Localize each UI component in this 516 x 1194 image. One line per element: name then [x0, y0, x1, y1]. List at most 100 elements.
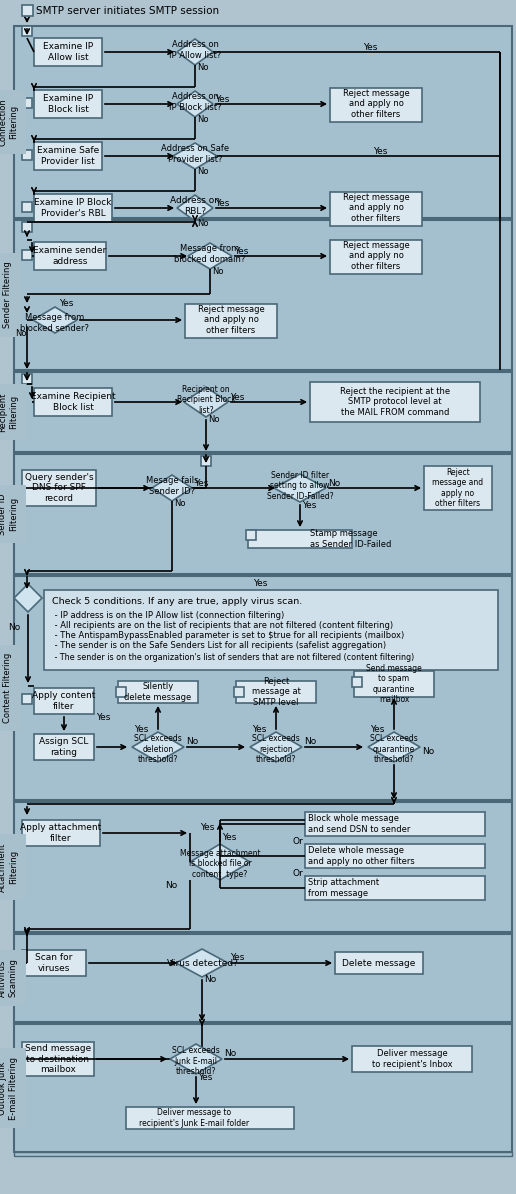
Bar	[14, 454, 512, 574]
Polygon shape	[177, 195, 213, 221]
Text: SCL exceeds
rejection
threshold?: SCL exceeds rejection threshold?	[252, 734, 300, 764]
Text: Reject message
and apply no
other filters: Reject message and apply no other filter…	[343, 241, 409, 271]
Text: Yes: Yes	[200, 823, 214, 831]
Text: Connection
Filtering: Connection Filtering	[0, 98, 18, 146]
Text: Stamp message
as Sender ID-Failed: Stamp message as Sender ID-Failed	[310, 529, 391, 549]
Text: Strip attachment
from message: Strip attachment from message	[308, 879, 379, 898]
Polygon shape	[152, 475, 192, 501]
Bar	[14, 26, 512, 219]
Text: Silently
delete message: Silently delete message	[124, 682, 191, 702]
Polygon shape	[368, 732, 420, 762]
Bar	[335, 952, 423, 974]
Bar	[126, 1107, 294, 1130]
Bar	[34, 388, 112, 416]
Text: Deliver message
to recipient's Inbox: Deliver message to recipient's Inbox	[372, 1050, 453, 1069]
Polygon shape	[184, 387, 228, 417]
Bar	[14, 576, 512, 800]
Bar	[116, 687, 126, 697]
Bar	[330, 240, 422, 273]
Bar	[305, 812, 485, 836]
Text: SCL exceeds
Junk E-mail
threshold?: SCL exceeds Junk E-mail threshold?	[172, 1046, 220, 1076]
Text: - All recipients are on the list of recipients that are not filtered (content fi: - All recipients are on the list of reci…	[52, 622, 393, 630]
Text: Message from
blocked sender?: Message from blocked sender?	[21, 313, 89, 333]
Polygon shape	[33, 307, 77, 333]
Bar	[248, 530, 352, 548]
Text: No: No	[224, 1050, 236, 1059]
Text: Reject message
and apply no
other filters: Reject message and apply no other filter…	[198, 306, 264, 334]
Text: Address on
RBL?: Address on RBL?	[170, 196, 220, 216]
Bar	[34, 142, 102, 170]
Text: No: No	[8, 623, 20, 633]
Text: No: No	[197, 167, 208, 177]
Text: No: No	[204, 975, 216, 985]
Text: Yes: Yes	[253, 579, 267, 589]
Text: Yes: Yes	[230, 393, 245, 401]
Text: Examine Safe
Provider list: Examine Safe Provider list	[37, 147, 99, 166]
Bar	[44, 590, 498, 670]
Text: Outlook Junk
E-mail Filtering: Outlook Junk E-mail Filtering	[0, 1057, 18, 1120]
Text: Attachment
Filtering: Attachment Filtering	[0, 843, 18, 892]
Text: - The sender is on the Safe Senders List for all recipients (safelist aggregatio: - The sender is on the Safe Senders List…	[52, 641, 386, 651]
Bar	[236, 681, 316, 703]
Text: Check 5 conditions. If any are true, apply virus scan.: Check 5 conditions. If any are true, app…	[52, 597, 302, 607]
Text: Examine sender
address: Examine sender address	[34, 246, 107, 266]
Bar	[424, 466, 492, 510]
Polygon shape	[274, 474, 326, 501]
Bar	[22, 250, 32, 260]
Text: Antivirus
Scanning: Antivirus Scanning	[0, 959, 18, 997]
Text: Delete message: Delete message	[342, 959, 416, 967]
Text: Yes: Yes	[215, 94, 230, 104]
Bar	[246, 530, 256, 540]
Text: No: No	[422, 747, 434, 757]
Text: No: No	[328, 479, 340, 487]
Bar	[34, 90, 102, 118]
Text: Sender ID filter
setting to allow
Sender ID-Failed?: Sender ID filter setting to allow Sender…	[267, 472, 333, 501]
Text: Content Filtering: Content Filtering	[4, 653, 12, 724]
Bar	[34, 688, 94, 714]
Bar	[22, 5, 33, 16]
Text: No: No	[186, 738, 198, 746]
Text: Yes: Yes	[363, 43, 377, 51]
Text: Mesage fails
Sender ID?: Mesage fails Sender ID?	[146, 476, 198, 496]
Text: Message from
blocked domain?: Message from blocked domain?	[174, 245, 246, 264]
Text: Yes: Yes	[198, 1072, 213, 1082]
Text: Recipient on
Recipient Block
list?: Recipient on Recipient Block list?	[176, 386, 235, 414]
Bar	[22, 222, 32, 232]
Text: Yes: Yes	[134, 726, 149, 734]
Text: Examine Recipient
Block list: Examine Recipient Block list	[30, 393, 115, 412]
Text: Send message
to destination
mailbox: Send message to destination mailbox	[25, 1044, 91, 1073]
Text: Assign SCL
rating: Assign SCL rating	[39, 738, 89, 757]
Bar	[14, 802, 512, 933]
Text: Or: Or	[293, 869, 303, 879]
Text: Yes: Yes	[59, 300, 73, 308]
Bar	[352, 677, 362, 687]
Text: SCL exceeds
deletion
threshold?: SCL exceeds deletion threshold?	[134, 734, 182, 764]
Text: Address on
IP Allow list?: Address on IP Allow list?	[169, 41, 221, 60]
Text: Reject the recipient at the
SMTP protocol level at
the MAIL FROM command: Reject the recipient at the SMTP protoco…	[340, 387, 450, 417]
Text: No: No	[304, 738, 316, 746]
Bar	[352, 1046, 472, 1072]
Bar	[310, 382, 480, 421]
Text: No: No	[208, 416, 219, 425]
Text: Virus detected?: Virus detected?	[167, 959, 237, 967]
Bar	[34, 734, 94, 761]
Text: Yes: Yes	[373, 147, 387, 155]
Bar	[118, 681, 198, 703]
Polygon shape	[170, 1044, 222, 1073]
Polygon shape	[177, 91, 213, 117]
Text: SMTP server initiates SMTP session: SMTP server initiates SMTP session	[36, 6, 219, 16]
Bar	[34, 242, 106, 270]
Text: - The sender is on the organization's list of senders that are not filtered (con: - The sender is on the organization's li…	[52, 652, 414, 661]
Text: No: No	[197, 116, 208, 124]
Bar	[305, 844, 485, 868]
Bar	[22, 374, 32, 384]
Text: - IP address is on the IP Allow list (connection filtering): - IP address is on the IP Allow list (co…	[52, 611, 284, 621]
Text: SCL exceeds
quarantine
threshold?: SCL exceeds quarantine threshold?	[370, 734, 418, 764]
Bar	[22, 470, 96, 506]
Bar	[22, 950, 86, 975]
Bar	[14, 1024, 512, 1152]
Text: Reject message
and apply no
other filters: Reject message and apply no other filter…	[343, 90, 409, 119]
Bar	[14, 934, 512, 1022]
Bar	[234, 687, 244, 697]
Text: Sender ID
Filtering: Sender ID Filtering	[0, 493, 18, 535]
